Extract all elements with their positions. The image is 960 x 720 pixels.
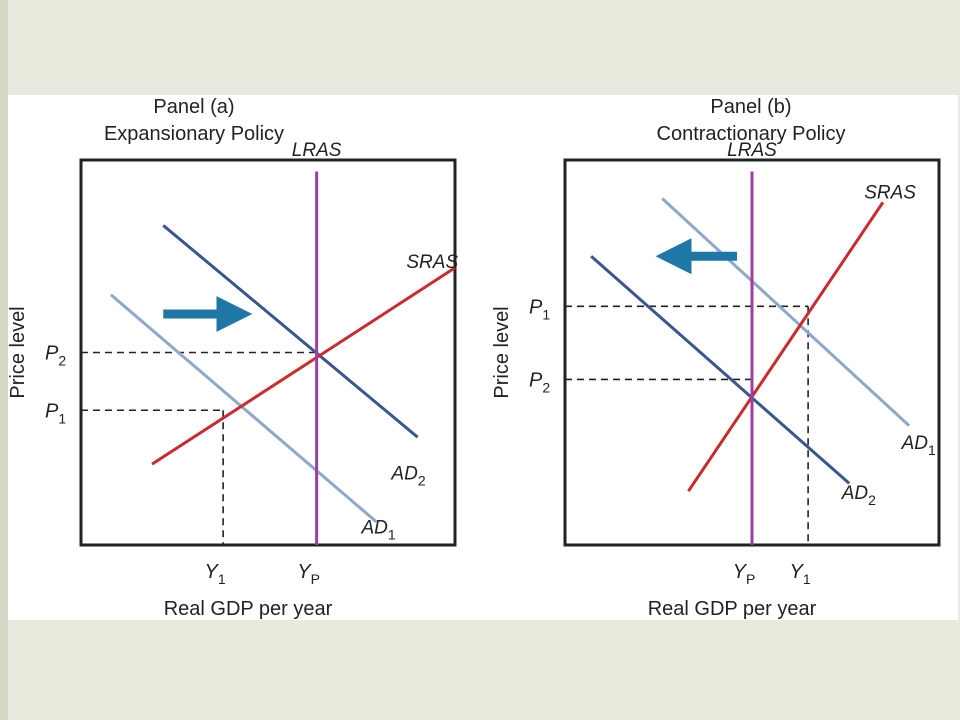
panel-b-label-ad1-main: AD [901,433,929,454]
panel-b-x-tick-1-sub: P [746,571,755,587]
panel-a-curve-ad2 [162,224,419,439]
panel-a-label-ad2-sub: 2 [418,473,426,489]
panel-a-label-ad1-main: AD [361,517,389,538]
panel-b-x-tick-1-main: Y [733,561,748,583]
panel-a-label-ad2: AD2 [390,464,425,489]
panel-a-y-tick-1-main: P [45,400,59,422]
panel-b-label-lras: LRAS [727,140,777,161]
panel-a-x-tick-2: YP [297,561,320,587]
panel-a-y-axis-title: Price level [8,306,29,398]
panel-a-x-tick-2-main: Y [297,561,312,583]
panel-a-label-ad1-sub: 1 [388,526,396,542]
panel-b-label-sras: SRAS [864,183,916,204]
panel-b-x-axis-title: Real GDP per year [648,598,817,620]
panel-b-x-tick-2-main: Y [790,561,805,583]
panel-a-x-tick-1-main: Y [205,561,220,583]
ad-as-policy-figure: Panel (a) Expansionary Policy Price level R… [8,96,941,620]
panel-a-label-sras: SRAS [406,252,458,273]
panel-b-curve-ad1 [661,197,911,427]
panel-a-label-lras-main: LRAS [292,140,342,161]
panel-b-x-tick-1: YP [733,561,756,587]
figure-panel: Panel (a) Expansionary Policy Price level R… [8,95,958,620]
panel-b-y-tick-1-main: P [529,369,543,391]
panel-b-label-sras-main: SRAS [864,183,916,204]
panel-b-y-tick-2-sub: 1 [542,306,550,322]
panel-a-y-tick-1-sub: 1 [58,410,66,426]
panel-b-x-tick-2: Y1 [790,561,811,587]
panel-b-y-tick-2-main: P [529,296,543,318]
panel-a-x-axis-title: Real GDP per year [164,598,333,620]
panel-a-curve-ad1 [109,293,378,524]
panel-b-curve-ad2 [590,255,851,485]
panel-a-curve-sras [151,266,456,466]
panel-a-label-sras-main: SRAS [406,252,458,273]
panel-b-y-tick-2: P1 [529,296,550,322]
panel-b-y-axis-title: Price level [491,306,513,398]
panel-b-label-ad2: AD2 [841,483,876,508]
slide-accent-bar [0,0,8,720]
panel-a-title: Panel (a) [153,96,234,118]
panel-a-label-ad2-main: AD [390,464,418,485]
panel-a-x-tick-1: Y1 [205,561,226,587]
panel-b-subtitle: Contractionary Policy [657,123,846,145]
panel-b-curve-sras [687,201,885,492]
panel-a-y-tick-2-main: P [45,343,59,365]
panel-a-y-tick-2-sub: 2 [58,353,66,369]
panel-a-y-tick-2: P2 [45,343,66,369]
panel-b-label-ad1-sub: 1 [928,442,936,458]
panel-a-label-ad1: AD1 [361,517,396,542]
panel-b-label-lras-main: LRAS [727,140,777,161]
panel-b-x-tick-2-sub: 1 [803,571,811,587]
panel-a-y-tick-1: P1 [45,400,66,426]
panel-a-label-lras: LRAS [292,140,342,161]
panel-a-x-tick-1-sub: 1 [218,571,226,587]
panel-b-y-tick-1: P2 [529,369,550,395]
panel-a-x-tick-2-sub: P [311,571,320,587]
panel-b-title: Panel (b) [710,96,791,118]
panel-b-label-ad2-main: AD [841,483,869,504]
panel-b-label-ad2-sub: 2 [868,492,876,508]
panel-b-y-tick-1-sub: 2 [542,379,550,395]
panel-a-subtitle: Expansionary Policy [104,123,284,145]
panel-b-label-ad1: AD1 [901,433,936,458]
